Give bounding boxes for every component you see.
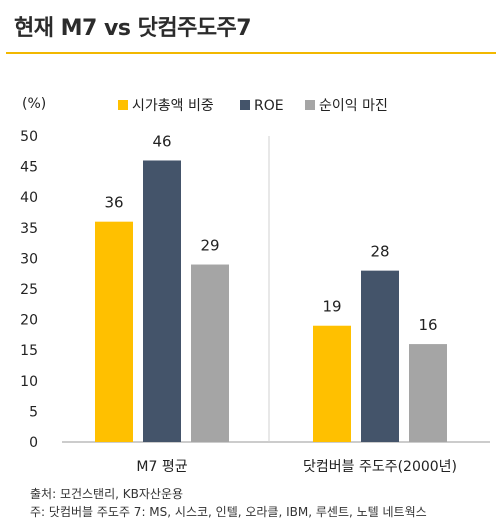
data-label: 19	[322, 298, 341, 316]
title-underline	[6, 52, 496, 54]
y-tick-label: 10	[20, 374, 38, 390]
bar	[95, 221, 133, 442]
legend-label: ROE	[254, 98, 284, 114]
bar	[143, 160, 181, 443]
y-tick-label: 5	[29, 404, 38, 420]
y-tick-label: 40	[20, 190, 38, 206]
legend-swatch	[118, 100, 128, 110]
y-tick-label: 25	[20, 282, 38, 298]
data-label: 36	[104, 194, 123, 212]
y-tick-label: 20	[20, 313, 38, 329]
chart-title: 현재 M7 vs 닷컴주도주7	[14, 16, 252, 41]
data-label: 29	[200, 237, 219, 255]
y-tick-label: 35	[20, 221, 38, 237]
chart-bars: 36 46 29 19 28 16	[95, 132, 447, 443]
data-label: 28	[370, 243, 389, 261]
bar	[409, 344, 447, 442]
x-tick-label: 닷컴버블 주도주(2000년)	[303, 459, 457, 475]
legend-label: 시가총액 비중	[132, 98, 214, 114]
y-axis-label: (%)	[22, 96, 46, 112]
data-label: 16	[418, 316, 437, 334]
footnote: 주: 닷컴버블 주도주 7: MS, 시스코, 인텔, 오라클, IBM, 루센…	[30, 505, 427, 519]
bar	[191, 264, 229, 442]
chart-legend: 시가총액 비중 ROE 순이익 마진	[118, 98, 388, 114]
y-tick-label: 15	[20, 343, 38, 359]
y-tick-label: 45	[20, 160, 38, 176]
legend-swatch	[305, 100, 315, 110]
bar	[361, 270, 399, 442]
y-tick-label: 50	[20, 129, 38, 145]
data-label: 46	[152, 132, 171, 150]
y-tick-label: 30	[20, 251, 38, 267]
y-tick-label: 0	[29, 435, 38, 451]
chart-axes: (%) 0 5 10 15 20 25 30 35 40 45 50 M7 평균 닷컴버블 주도주(200…	[20, 96, 490, 475]
source-note: 출처: 모건스탠리, KB자산운용	[30, 487, 184, 501]
x-tick-label: M7 평균	[136, 459, 187, 475]
bar	[313, 325, 351, 442]
legend-swatch	[240, 100, 250, 110]
legend-label: 순이익 마진	[319, 98, 388, 114]
